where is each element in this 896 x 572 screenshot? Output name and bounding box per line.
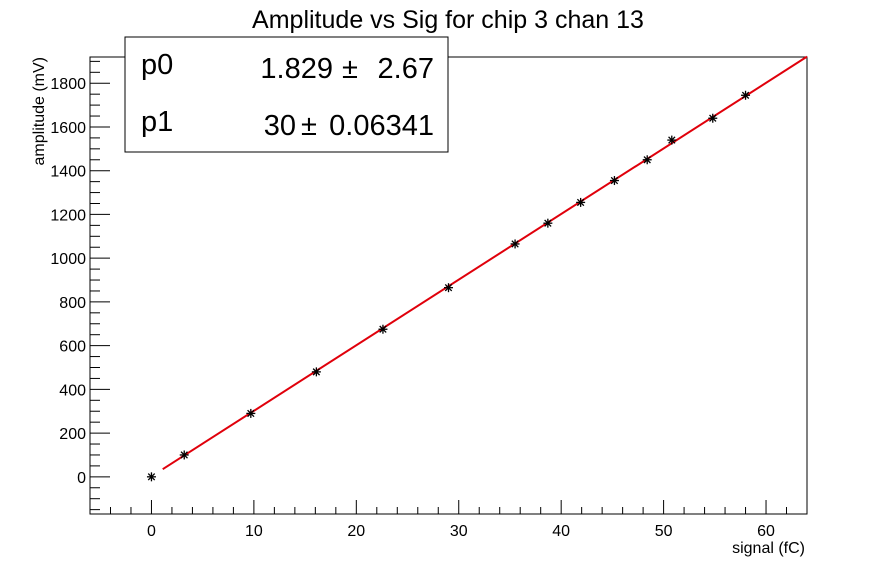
x-tick-label: 20 [347, 523, 365, 540]
stat-p1-error: 0.06341 [329, 110, 434, 142]
y-axis-title: amplitude (mV) [31, 57, 48, 165]
x-axis-title: signal (fC) [732, 540, 805, 557]
data-point [576, 197, 586, 207]
x-tick-label: 0 [147, 523, 156, 540]
data-point [510, 239, 520, 249]
stat-p0-value: 1.829 [260, 53, 333, 85]
y-tick-label: 400 [59, 382, 86, 399]
x-axis: 0 10 20 30 40 50 60 [89, 500, 808, 540]
chart-title: Amplitude vs Sig for chip 3 chan 13 [252, 6, 644, 34]
stats-box: p0 1.829 ± 2.67 p1 30 ± 0.06341 [124, 36, 449, 153]
data-point [378, 324, 388, 334]
data-point [444, 283, 453, 293]
data-points [146, 90, 751, 482]
stat-p1-name: p1 [141, 106, 173, 138]
data-point [609, 176, 619, 186]
fit-line [162, 55, 808, 471]
y-tick-label: 1200 [50, 207, 86, 224]
stats-box-frame [124, 36, 449, 153]
stat-p1-value: 30 [264, 110, 296, 142]
y-tick-label: 1600 [50, 120, 86, 137]
y-tick-label: 1800 [50, 76, 86, 93]
data-point [146, 472, 156, 482]
data-point [179, 450, 189, 460]
y-tick-label: 200 [59, 426, 86, 443]
fit-line-group [162, 55, 808, 471]
data-point [741, 90, 751, 100]
x-tick-label: 60 [757, 523, 775, 540]
data-point [246, 408, 256, 418]
stat-p0-name: p0 [141, 49, 173, 81]
x-tick-label: 10 [245, 523, 263, 540]
y-tick-label: 1400 [50, 164, 86, 181]
data-point [543, 218, 553, 228]
y-tick-label: 600 [59, 339, 86, 356]
stat-p0-pm: ± [342, 53, 358, 85]
y-tick-label: 800 [59, 295, 86, 312]
stat-p0-error: 2.67 [378, 53, 434, 85]
data-point [642, 155, 652, 165]
y-tick-label: 0 [77, 470, 86, 487]
data-point [311, 367, 321, 377]
x-tick-label: 40 [552, 523, 570, 540]
y-tick-label: 1000 [50, 251, 86, 268]
stat-p1-pm: ± [301, 110, 317, 142]
data-point [667, 135, 677, 145]
data-point [708, 113, 718, 123]
x-tick-label: 50 [655, 523, 673, 540]
x-tick-label: 30 [450, 523, 468, 540]
y-axis: 0 200 400 600 800 1000 1200 1400 1600 1800 [50, 60, 110, 511]
